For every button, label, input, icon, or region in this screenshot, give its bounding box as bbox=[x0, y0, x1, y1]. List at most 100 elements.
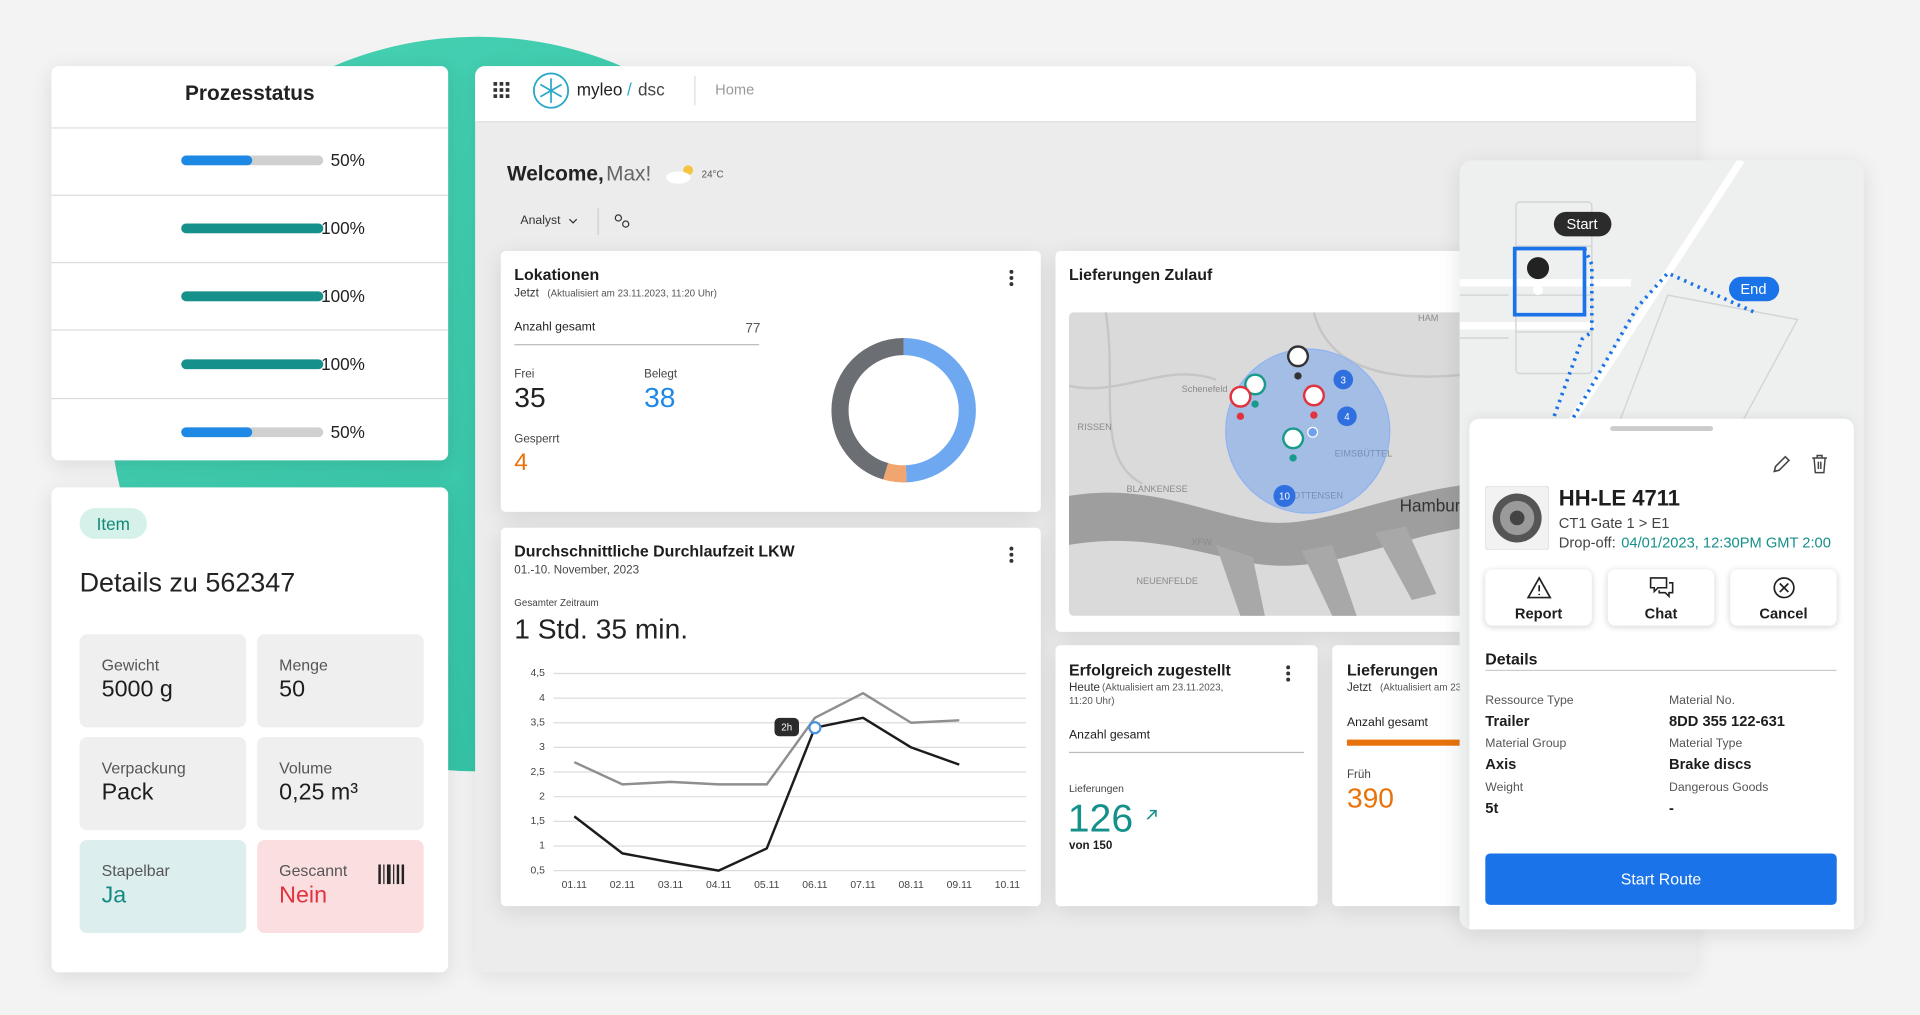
action-button[interactable]: Chat bbox=[1607, 569, 1715, 626]
process-status-card: Prozesstatus bbox=[51, 66, 449, 461]
item-badge: Item bbox=[79, 508, 147, 539]
divider bbox=[694, 75, 696, 106]
detail-label: Material Group bbox=[1485, 737, 1567, 751]
map-pins bbox=[1229, 345, 1325, 462]
map-label: RISSEN bbox=[1078, 422, 1112, 432]
period-total: 1 Std. 35 min. bbox=[514, 612, 689, 645]
total-label: Anzahl gesamt bbox=[1346, 716, 1428, 730]
card-title: Erfolgreich zugestellt bbox=[1068, 660, 1231, 679]
field-value: Nein bbox=[279, 882, 328, 909]
card-subtitle-detail: (Aktualisiert am 23.11.2023, 11:20 Uhr) bbox=[547, 287, 717, 299]
action-button[interactable]: Report bbox=[1485, 569, 1592, 626]
stat-value: 38 bbox=[644, 381, 676, 414]
nav-home[interactable]: Home bbox=[715, 80, 755, 98]
field-value: 50 bbox=[279, 677, 306, 703]
more-menu[interactable] bbox=[1007, 545, 1017, 565]
field-label: Gewicht bbox=[101, 655, 160, 675]
route-line bbox=[1568, 270, 1758, 424]
card-subtitle-detail: (Aktualisiert am 23.11.2023, bbox=[1102, 682, 1224, 694]
field-tile: Gescannt Nein bbox=[257, 840, 424, 934]
route-panel: Start End HH-LE 4711 CT1 Gate 1 > E1 Dro… bbox=[1459, 160, 1864, 930]
detail-label: Dangerous Goods bbox=[1668, 781, 1769, 795]
field-label: Volume bbox=[279, 758, 333, 777]
card-subtitle: 01.-10. November, 2023 bbox=[514, 563, 640, 578]
divider bbox=[514, 344, 760, 346]
more-menu[interactable] bbox=[1007, 268, 1017, 288]
divider bbox=[1485, 669, 1837, 672]
field-label: Gescannt bbox=[279, 861, 348, 880]
map-label: BLANKENESE bbox=[1127, 484, 1188, 494]
total-label: Anzahl gesamt bbox=[514, 320, 596, 335]
welcome-greeting: Welcome, bbox=[506, 162, 604, 186]
field-value: Pack bbox=[101, 780, 154, 806]
item-thumbnail bbox=[1485, 486, 1549, 550]
divider bbox=[51, 262, 449, 264]
stat-of: von 150 bbox=[1068, 839, 1113, 853]
apps-menu-icon[interactable] bbox=[492, 81, 512, 101]
action-button[interactable]: Cancel bbox=[1730, 569, 1837, 626]
detail-value: 5t bbox=[1485, 799, 1499, 817]
vehicle-gate: CT1 Gate 1 > E1 bbox=[1558, 514, 1670, 532]
end-label: End bbox=[1740, 282, 1766, 298]
chat-icon bbox=[1649, 577, 1674, 599]
role-dropdown[interactable]: Analyst bbox=[520, 214, 561, 228]
barcode-icon bbox=[378, 864, 405, 885]
map-label: Hamburg bbox=[1400, 495, 1470, 515]
report-icon bbox=[1526, 576, 1552, 599]
total-label: Anzahl gesamt bbox=[1068, 728, 1150, 743]
period-label: Gesamter Zeitraum bbox=[514, 597, 599, 609]
field-value: Ja bbox=[101, 882, 127, 909]
stat-value: 4 bbox=[514, 449, 528, 477]
welcome-name: Max! bbox=[606, 162, 652, 186]
top-bar: myleo / dsc Home bbox=[475, 66, 1696, 123]
card-title: Lieferungen bbox=[1346, 660, 1439, 679]
start-label: Start bbox=[1567, 217, 1598, 233]
field-value: 0,25 m³ bbox=[279, 780, 359, 806]
start-route-button[interactable]: Start Route bbox=[1485, 853, 1837, 905]
map-label: OTTENSEN bbox=[1293, 490, 1343, 500]
stat-label: Belegt bbox=[644, 367, 678, 382]
stat-value: 390 bbox=[1346, 781, 1394, 814]
item-card: Item Details zu 562347 Gewicht 5000 g Men… bbox=[51, 487, 449, 973]
locations-card: Lokationen Jetzt (Aktualisiert am 23.11.… bbox=[500, 251, 1041, 512]
temperature: 24°C bbox=[701, 168, 724, 181]
cancel-icon bbox=[1773, 577, 1795, 599]
stat-label: Frei bbox=[514, 367, 535, 382]
divider bbox=[597, 208, 599, 236]
edit-icon[interactable] bbox=[1772, 454, 1792, 474]
dropoff-time: 04/01/2023, 12:30PM GMT 2:00 bbox=[1621, 533, 1831, 552]
detail-label: Ressource Type bbox=[1485, 694, 1574, 708]
field-label: Menge bbox=[279, 655, 328, 675]
cluster-count: 4 bbox=[1344, 412, 1350, 423]
stat-label: Lieferungen bbox=[1068, 782, 1124, 795]
field-tile: Gewicht 5000 g bbox=[79, 634, 247, 728]
settings-icon[interactable] bbox=[613, 213, 630, 230]
end-pill bbox=[1728, 276, 1780, 302]
field-value: 5000 g bbox=[101, 677, 173, 703]
divider bbox=[51, 194, 449, 196]
dropoff-label: Drop-off: bbox=[1558, 533, 1616, 552]
map: HAM Schenefeld RISSEN BLANKENESE EIMSBÜT… bbox=[1068, 312, 1472, 616]
sheet-handle[interactable] bbox=[1610, 426, 1714, 432]
brand-name: myleo bbox=[576, 79, 623, 100]
field-tile: Menge 50 bbox=[257, 634, 424, 728]
logo-icon bbox=[532, 72, 570, 109]
field-label: Verpackung bbox=[101, 758, 186, 777]
route-map: Start End bbox=[1459, 160, 1799, 424]
inflow-card: Lieferungen Zulauf HAM Schenefeld RISSEN… bbox=[1055, 251, 1472, 632]
cluster-badge bbox=[1333, 369, 1354, 390]
dropdown-caret bbox=[568, 218, 578, 224]
detail-value: 8DD 355 122-631 bbox=[1668, 712, 1785, 730]
action-label: Chat bbox=[1644, 604, 1678, 623]
detail-value: Trailer bbox=[1485, 712, 1530, 730]
more-menu[interactable] bbox=[1283, 664, 1293, 684]
delete-icon[interactable] bbox=[1810, 454, 1830, 474]
route-pin bbox=[1527, 257, 1550, 280]
divider bbox=[51, 329, 449, 331]
throughput-card: Durchschnittliche Durchlaufzeit LKW 01.-… bbox=[500, 527, 1041, 907]
card-subtitle: Jetzt bbox=[514, 286, 539, 301]
stat-label: Gesperrt bbox=[514, 432, 560, 447]
card-subtitle: Heute bbox=[1068, 681, 1101, 695]
